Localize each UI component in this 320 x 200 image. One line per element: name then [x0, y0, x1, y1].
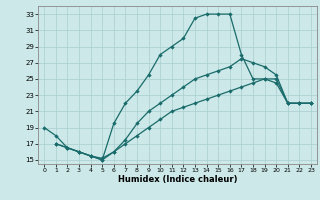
X-axis label: Humidex (Indice chaleur): Humidex (Indice chaleur) — [118, 175, 237, 184]
